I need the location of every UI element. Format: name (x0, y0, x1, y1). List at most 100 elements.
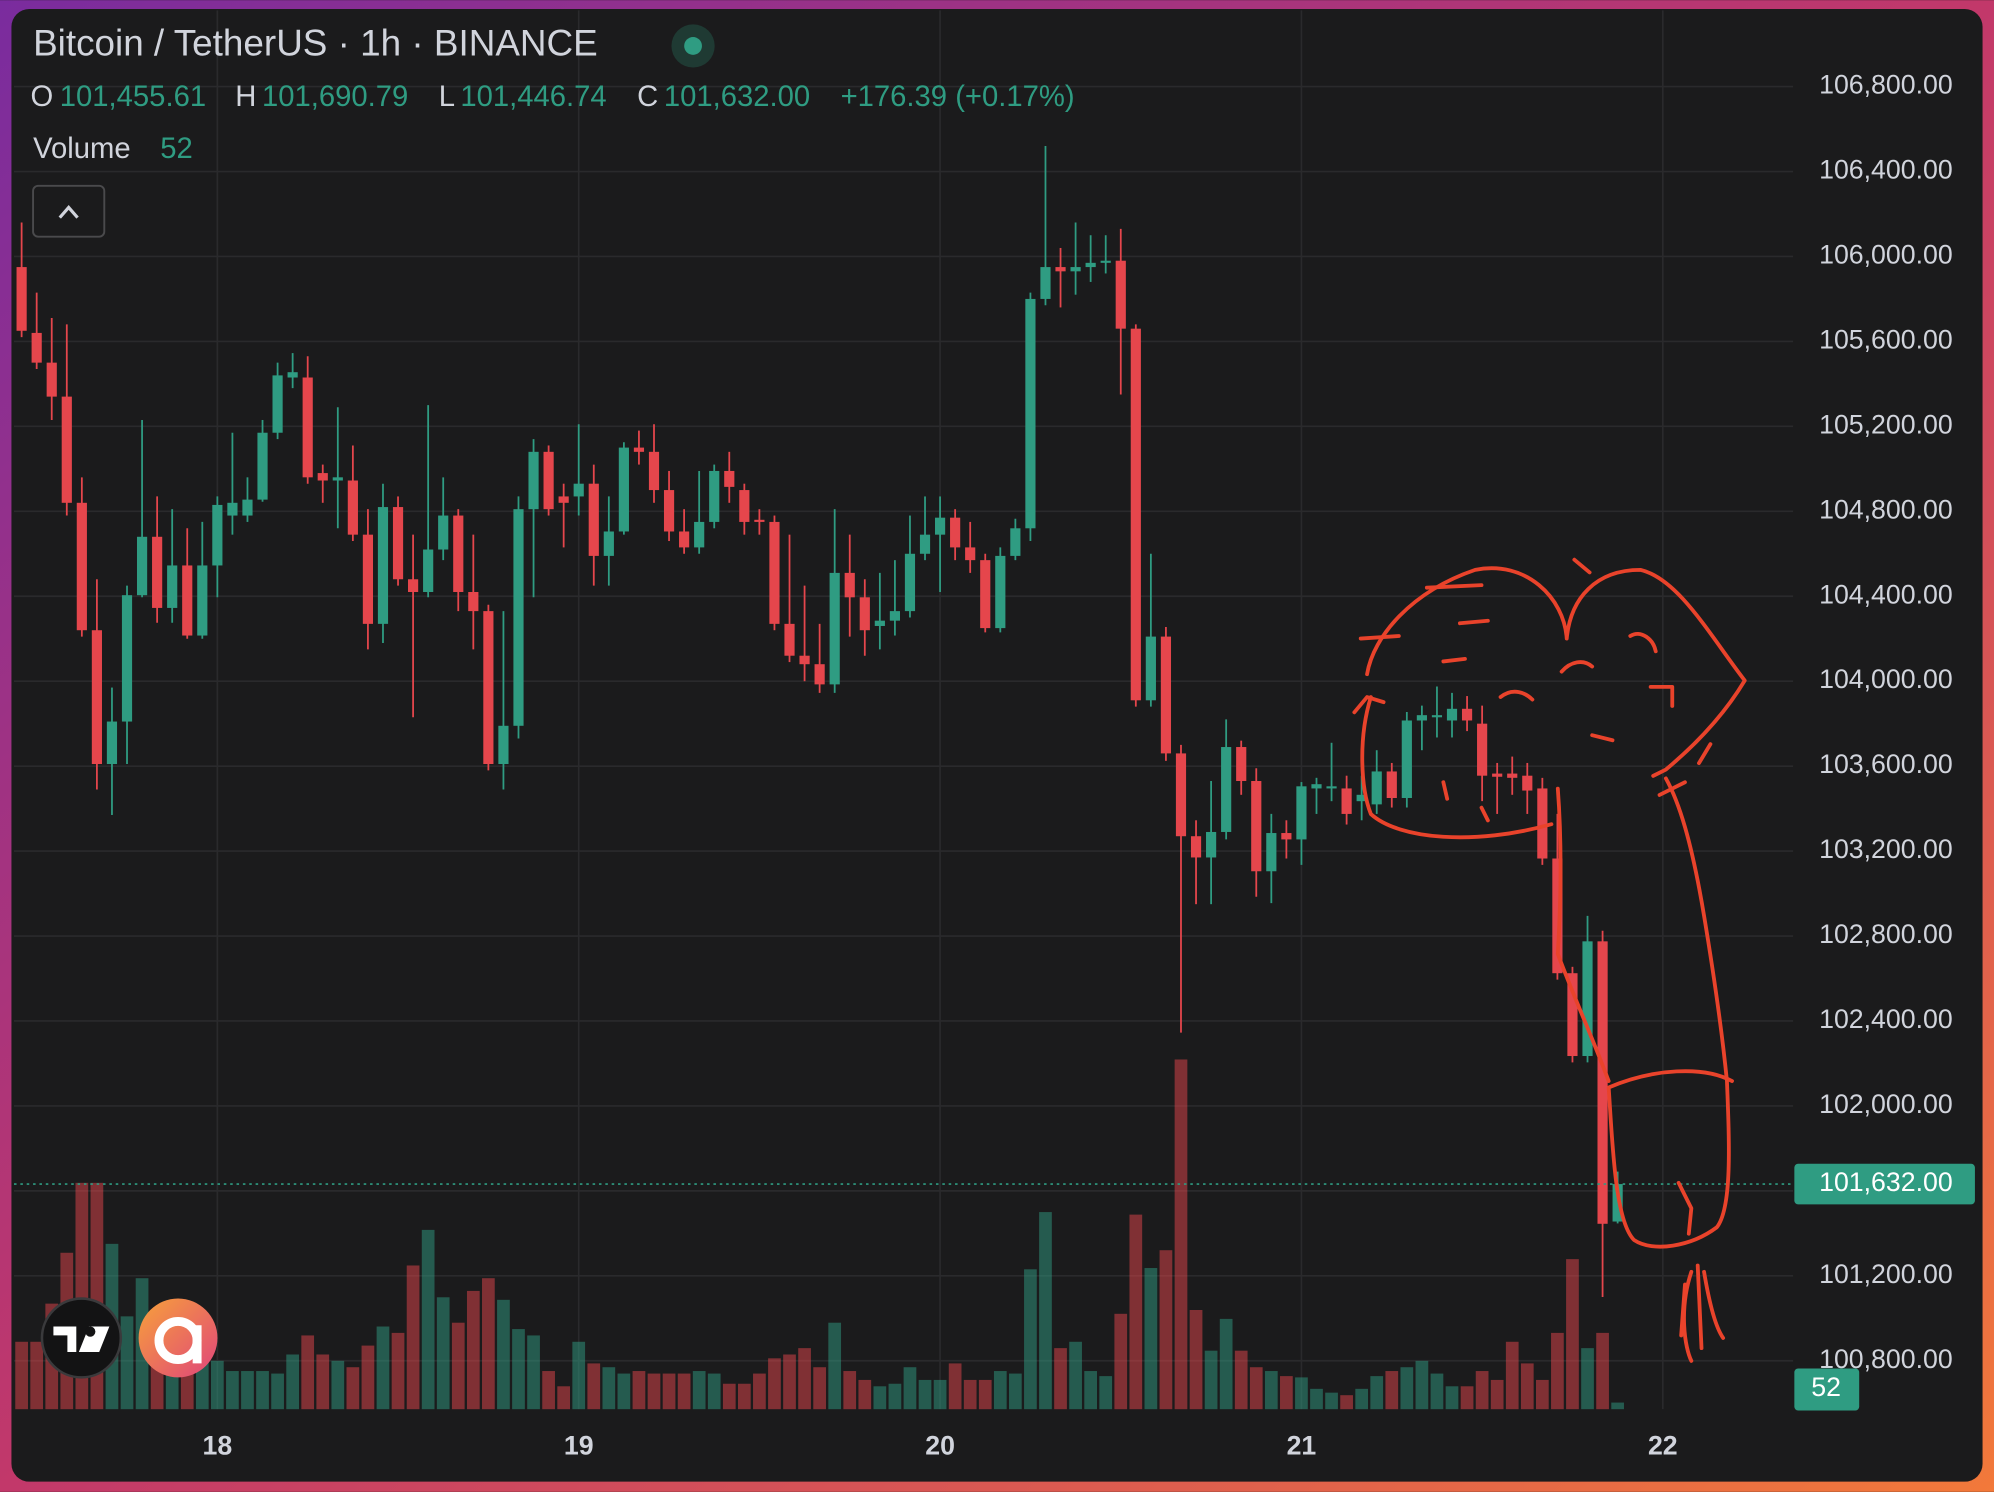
volume-bar (737, 1383, 751, 1410)
chevron-icon (58, 205, 79, 219)
volume-bar (301, 1335, 315, 1410)
candle-body (423, 549, 434, 593)
volume-bar (1505, 1341, 1519, 1410)
volume-bar (978, 1379, 992, 1410)
candle-body (663, 490, 675, 532)
candle-body (1251, 781, 1262, 872)
candle-body (1145, 636, 1156, 701)
candle-body (302, 377, 313, 478)
volume-bar (783, 1354, 796, 1410)
volume-bar (662, 1373, 676, 1410)
button-frame[interactable] (32, 184, 106, 238)
volume-bar (30, 1341, 44, 1410)
volume-bar (271, 1373, 284, 1410)
volume-bar (527, 1335, 540, 1410)
candle-body (91, 630, 102, 765)
candle-body (889, 611, 900, 621)
volume-bar (1385, 1371, 1399, 1410)
candle-body (392, 507, 404, 580)
volume-bar (1355, 1388, 1369, 1410)
candle-body (679, 531, 690, 548)
candle-body (1401, 720, 1412, 798)
grid (13, 10, 1794, 1410)
volume-bar (587, 1363, 601, 1410)
candle-body (1341, 788, 1352, 814)
app-logo[interactable] (138, 1298, 218, 1378)
legend-key: H (235, 81, 256, 113)
volume-bar (226, 1371, 239, 1410)
candle-body (965, 547, 976, 561)
volume-bar (331, 1360, 345, 1410)
volume-bar (858, 1379, 872, 1410)
candle-body (76, 502, 87, 631)
volume-bar (798, 1348, 811, 1410)
candle-body (272, 375, 283, 433)
candle-body (498, 725, 509, 765)
volume-bar (903, 1367, 917, 1410)
volume-bar (421, 1229, 435, 1410)
volume-bar (1566, 1259, 1579, 1410)
candle-body (242, 499, 253, 516)
volume-bar (346, 1367, 360, 1410)
volume-bar (948, 1363, 962, 1410)
volume-tag (1794, 1368, 1860, 1411)
chart-background (11, 9, 1983, 1482)
collapse-button[interactable] (32, 184, 106, 238)
candle-body (483, 611, 494, 765)
volume-bar (707, 1373, 721, 1410)
candle-body (1492, 773, 1503, 777)
volume-bar (1009, 1373, 1022, 1410)
candle-body (724, 470, 735, 487)
candle-body (1356, 794, 1367, 802)
candle-body (227, 502, 238, 516)
y-tick-label: 101,200.00 (1819, 1259, 1953, 1289)
candle-body (829, 572, 840, 685)
volume-bar (1084, 1371, 1098, 1410)
volume-bar (15, 1341, 28, 1410)
candle-body (588, 483, 599, 556)
y-tick-label: 104,400.00 (1819, 579, 1953, 609)
candle-body (1085, 262, 1096, 268)
volume-bar (1415, 1360, 1429, 1410)
candle-body (136, 536, 148, 596)
candles (16, 146, 1623, 1298)
volume-bar (918, 1379, 932, 1410)
candle-body (814, 664, 825, 685)
candle-body (904, 553, 916, 612)
candle-body (1537, 788, 1548, 859)
tradingview-logo[interactable] (40, 1297, 123, 1379)
volume-bar (1325, 1392, 1338, 1410)
y-tick-label: 103,200.00 (1819, 834, 1953, 864)
volume-bar (466, 1290, 480, 1410)
candle-body (1386, 771, 1397, 798)
candle-body (934, 517, 946, 535)
candle-body (46, 362, 57, 397)
legend-key: L (439, 81, 455, 113)
candle-body (995, 555, 1006, 629)
volume-bar (1490, 1379, 1504, 1410)
freehand-drawing (1352, 557, 1747, 1363)
y-tick-label: 105,200.00 (1819, 409, 1953, 439)
x-tick-label: 19 (564, 1430, 594, 1460)
volume-bar (376, 1326, 390, 1410)
volume-bar (677, 1373, 691, 1410)
candle-body (1040, 267, 1051, 299)
volume-bar (1219, 1318, 1233, 1410)
candle-body (1070, 267, 1081, 272)
legend-key: O (31, 81, 54, 113)
volume-bar (1310, 1388, 1323, 1410)
candle-body (167, 565, 178, 608)
candle-body (1507, 773, 1518, 778)
legend-value: 101,632.00 (664, 81, 810, 113)
legend-value: 101,690.79 (262, 81, 408, 113)
candle-body (257, 432, 268, 500)
candle-body (513, 509, 524, 726)
candle-body (784, 623, 795, 656)
candle-body (121, 595, 133, 722)
candle-body (287, 372, 298, 378)
candle-body (754, 519, 765, 522)
candle-body (633, 447, 645, 452)
candle-body (1055, 267, 1066, 272)
candle-body (1160, 636, 1172, 754)
